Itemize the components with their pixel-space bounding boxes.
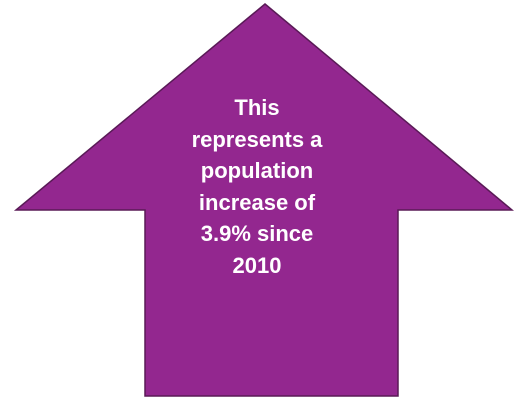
caption-line-4: increase of xyxy=(198,189,316,215)
caption-line-6: 2010 xyxy=(232,252,282,278)
caption-line-3: population xyxy=(200,158,314,183)
caption-line-5: 3.9% since xyxy=(200,221,314,246)
arrow-caption: This represents a population increase of… xyxy=(160,92,354,281)
caption-line-1: This xyxy=(234,95,280,120)
caption-line-2: represents a xyxy=(191,126,323,152)
up-arrow-icon xyxy=(13,3,514,397)
